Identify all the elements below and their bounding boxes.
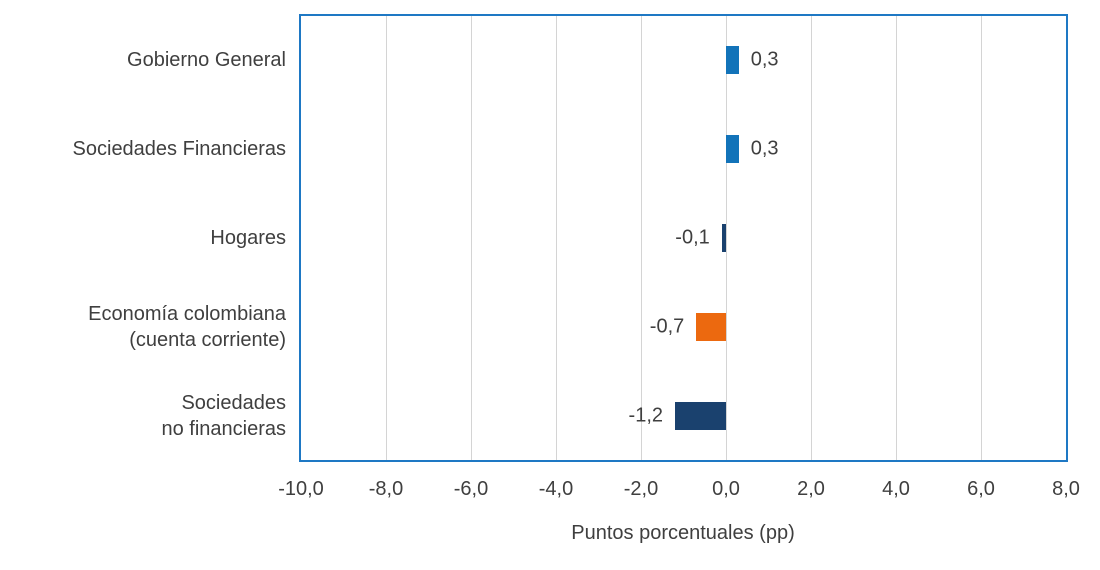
value-label: -0,7 (649, 315, 685, 338)
bar (696, 312, 726, 341)
x-tick-label: 6,0 (967, 478, 995, 500)
bar (675, 401, 726, 430)
gridline (385, 16, 387, 460)
x-tick-label: -8,0 (368, 478, 404, 500)
gridline (725, 16, 727, 460)
x-tick-label: 4,0 (882, 478, 910, 500)
x-tick-label: 8,0 (1052, 478, 1080, 500)
x-tick-label: 2,0 (797, 478, 825, 500)
bar (726, 46, 739, 75)
gridline (895, 16, 897, 460)
value-label: -1,2 (628, 404, 663, 427)
gridline (640, 16, 642, 460)
bar (726, 135, 739, 164)
category-label: Gobierno General (127, 49, 286, 72)
value-label: 0,3 (750, 48, 779, 71)
category-label: Economía colombiana (cuenta corriente) (88, 302, 286, 351)
value-label: -0,1 (675, 226, 710, 249)
gridline (555, 16, 557, 460)
gridline (810, 16, 812, 460)
gridline (470, 16, 472, 460)
x-tick-label: -4,0 (538, 478, 574, 500)
bar (721, 224, 726, 252)
gridline (980, 16, 982, 460)
value-label: 0,3 (750, 137, 779, 160)
x-tick-label: 0,0 (712, 478, 740, 500)
x-tick-label: -2,0 (623, 478, 659, 500)
category-label: Sociedades Financieras (72, 138, 286, 161)
category-label: Sociedades no financieras (161, 391, 286, 440)
category-label: Hogares (210, 227, 286, 249)
x-tick-label: -6,0 (453, 478, 489, 500)
x-tick-label: -10,0 (278, 478, 324, 500)
x-axis-title: Puntos porcentuales (pp) (571, 522, 795, 544)
